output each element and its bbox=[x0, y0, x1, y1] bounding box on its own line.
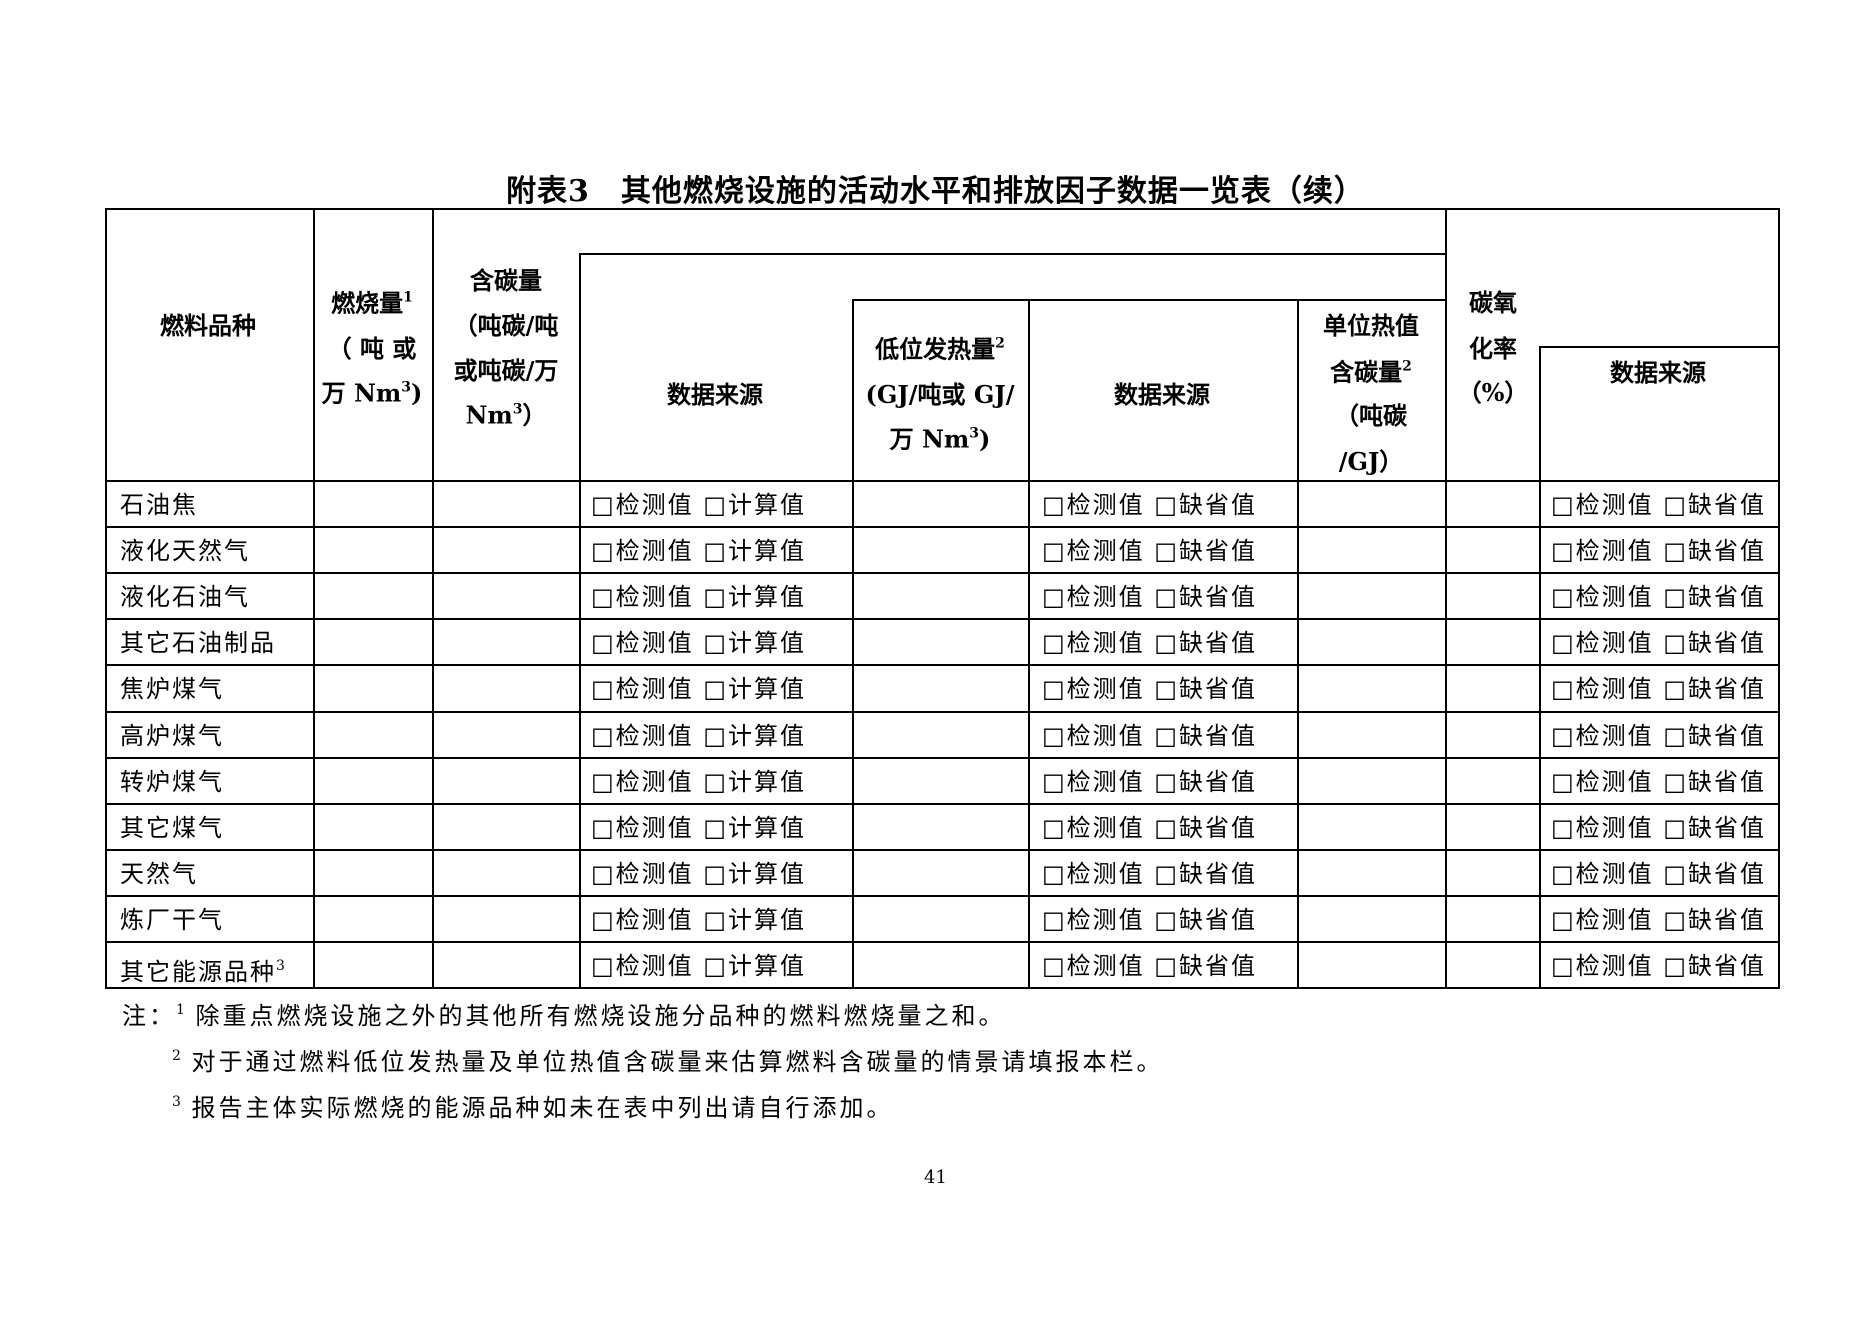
fuel-name: 炼厂干气 bbox=[120, 906, 224, 934]
table-border-top bbox=[105, 208, 1780, 210]
header-ncv: 万 Nm3) bbox=[889, 424, 991, 454]
row-divider bbox=[105, 895, 1780, 897]
fuel-name: 转炉煤气 bbox=[120, 768, 224, 796]
source-checkboxes[interactable]: □检测值 □缺省值 bbox=[1551, 583, 1766, 611]
header-oxidation-rate: （%） bbox=[1457, 378, 1529, 407]
footnote: 3 报告主体实际燃烧的能源品种如未在表中列出请自行添加。 bbox=[172, 1094, 894, 1122]
source-checkboxes[interactable]: □检测值 □计算值 bbox=[591, 952, 806, 980]
source-checkboxes[interactable]: □检测值 □缺省值 bbox=[1042, 491, 1257, 519]
source-checkboxes[interactable]: □检测值 □缺省值 bbox=[1042, 952, 1257, 980]
row-divider bbox=[105, 480, 1780, 482]
row-divider bbox=[105, 618, 1780, 620]
fuel-name: 其它能源品种3 bbox=[120, 958, 285, 986]
footnote: 注：1 除重点燃烧设施之外的其他所有燃烧设施分品种的燃料燃烧量之和。 bbox=[122, 1002, 1006, 1030]
source-checkboxes[interactable]: □检测值 □缺省值 bbox=[1551, 629, 1766, 657]
source-checkboxes[interactable]: □检测值 □缺省值 bbox=[1551, 491, 1766, 519]
row-divider bbox=[105, 711, 1780, 713]
row-divider bbox=[105, 526, 1780, 528]
column-divider bbox=[105, 208, 107, 990]
header-oxidation-rate: 碳氧 bbox=[1469, 288, 1517, 317]
row-divider bbox=[105, 572, 1780, 574]
source-checkboxes[interactable]: □检测值 □计算值 bbox=[591, 491, 806, 519]
source-checkboxes[interactable]: □检测值 □缺省值 bbox=[1551, 768, 1766, 796]
header-divider bbox=[852, 299, 1445, 301]
source-checkboxes[interactable]: □检测值 □计算值 bbox=[591, 860, 806, 888]
header-ncv: 低位发热量2 bbox=[875, 334, 1005, 364]
fuel-name: 液化石油气 bbox=[120, 583, 250, 611]
column-divider bbox=[1028, 299, 1030, 990]
fuel-name: 液化天然气 bbox=[120, 537, 250, 565]
row-divider bbox=[105, 757, 1780, 759]
source-checkboxes[interactable]: □检测值 □计算值 bbox=[591, 675, 806, 703]
header-data-source: 数据来源 bbox=[667, 380, 763, 409]
source-checkboxes[interactable]: □检测值 □缺省值 bbox=[1551, 906, 1766, 934]
header-carbon-per-heat: （吨碳 bbox=[1335, 401, 1407, 430]
header-oxidation-rate: 化率 bbox=[1469, 334, 1517, 363]
header-carbon-per-heat: 含碳量2 bbox=[1330, 357, 1412, 387]
column-divider bbox=[313, 208, 315, 990]
column-divider bbox=[1297, 299, 1299, 990]
row-divider bbox=[105, 664, 1780, 666]
source-checkboxes[interactable]: □检测值 □缺省值 bbox=[1042, 675, 1257, 703]
column-divider bbox=[1445, 208, 1447, 990]
column-divider bbox=[852, 299, 854, 990]
source-checkboxes[interactable]: □检测值 □缺省值 bbox=[1551, 675, 1766, 703]
fuel-name: 高炉煤气 bbox=[120, 722, 224, 750]
source-checkboxes[interactable]: □检测值 □计算值 bbox=[591, 537, 806, 565]
row-divider bbox=[105, 941, 1780, 943]
header-consumption: 燃烧量1 bbox=[331, 288, 413, 318]
fuel-name: 其它煤气 bbox=[120, 814, 224, 842]
source-checkboxes[interactable]: □检测值 □计算值 bbox=[591, 629, 806, 657]
source-checkboxes[interactable]: □检测值 □缺省值 bbox=[1042, 629, 1257, 657]
header-carbon-content: 或吨碳/万 bbox=[453, 356, 559, 385]
header-data-source: 数据来源 bbox=[1114, 380, 1210, 409]
header-carbon-content: （吨碳/吨 bbox=[453, 311, 559, 340]
header-divider bbox=[579, 253, 1445, 255]
source-checkboxes[interactable]: □检测值 □计算值 bbox=[591, 814, 806, 842]
column-divider bbox=[1778, 208, 1780, 990]
header-ncv: (GJ/吨或 GJ/ bbox=[865, 380, 1015, 409]
source-checkboxes[interactable]: □检测值 □缺省值 bbox=[1042, 537, 1257, 565]
source-checkboxes[interactable]: □检测值 □缺省值 bbox=[1551, 722, 1766, 750]
source-checkboxes[interactable]: □检测值 □缺省值 bbox=[1042, 860, 1257, 888]
header-carbon-per-heat: 单位热值 bbox=[1323, 311, 1419, 340]
header-carbon-content: 含碳量 bbox=[470, 266, 542, 295]
source-checkboxes[interactable]: □检测值 □缺省值 bbox=[1551, 537, 1766, 565]
table-title: 附表3 其他燃烧设施的活动水平和排放因子数据一览表（续） bbox=[506, 174, 1365, 209]
source-checkboxes[interactable]: □检测值 □缺省值 bbox=[1551, 860, 1766, 888]
source-checkboxes[interactable]: □检测值 □缺省值 bbox=[1042, 906, 1257, 934]
row-divider bbox=[105, 849, 1780, 851]
column-divider bbox=[432, 208, 434, 990]
source-checkboxes[interactable]: □检测值 □计算值 bbox=[591, 583, 806, 611]
fuel-name: 天然气 bbox=[120, 860, 198, 888]
note-label: 注： bbox=[122, 1002, 176, 1030]
source-checkboxes[interactable]: □检测值 □计算值 bbox=[591, 906, 806, 934]
source-checkboxes[interactable]: □检测值 □计算值 bbox=[591, 768, 806, 796]
header-carbon-content: Nm3） bbox=[465, 400, 547, 430]
column-divider bbox=[579, 253, 581, 990]
source-checkboxes[interactable]: □检测值 □缺省值 bbox=[1042, 722, 1257, 750]
header-fuel-type: 燃料品种 bbox=[160, 311, 256, 340]
source-checkboxes[interactable]: □检测值 □计算值 bbox=[591, 722, 806, 750]
table-border-bottom bbox=[105, 987, 1780, 989]
source-checkboxes[interactable]: □检测值 □缺省值 bbox=[1551, 952, 1766, 980]
fuel-name: 石油焦 bbox=[120, 491, 198, 519]
source-checkboxes[interactable]: □检测值 □缺省值 bbox=[1042, 583, 1257, 611]
header-divider bbox=[1539, 346, 1778, 348]
header-carbon-per-heat: /GJ） bbox=[1338, 447, 1404, 476]
header-data-source: 数据来源 bbox=[1610, 358, 1706, 387]
column-divider bbox=[1539, 346, 1541, 990]
header-consumption: 万 Nm3) bbox=[321, 378, 423, 408]
source-checkboxes[interactable]: □检测值 □缺省值 bbox=[1042, 814, 1257, 842]
source-checkboxes[interactable]: □检测值 □缺省值 bbox=[1042, 768, 1257, 796]
fuel-name: 焦炉煤气 bbox=[120, 675, 224, 703]
footnote: 2 对于通过燃料低位发热量及单位热值含碳量来估算燃料含碳量的情景请填报本栏。 bbox=[172, 1048, 1164, 1076]
header-consumption: （ 吨 或 bbox=[327, 334, 417, 363]
page-number: 41 bbox=[924, 1167, 947, 1188]
fuel-name: 其它石油制品 bbox=[120, 629, 276, 657]
row-divider bbox=[105, 803, 1780, 805]
source-checkboxes[interactable]: □检测值 □缺省值 bbox=[1551, 814, 1766, 842]
